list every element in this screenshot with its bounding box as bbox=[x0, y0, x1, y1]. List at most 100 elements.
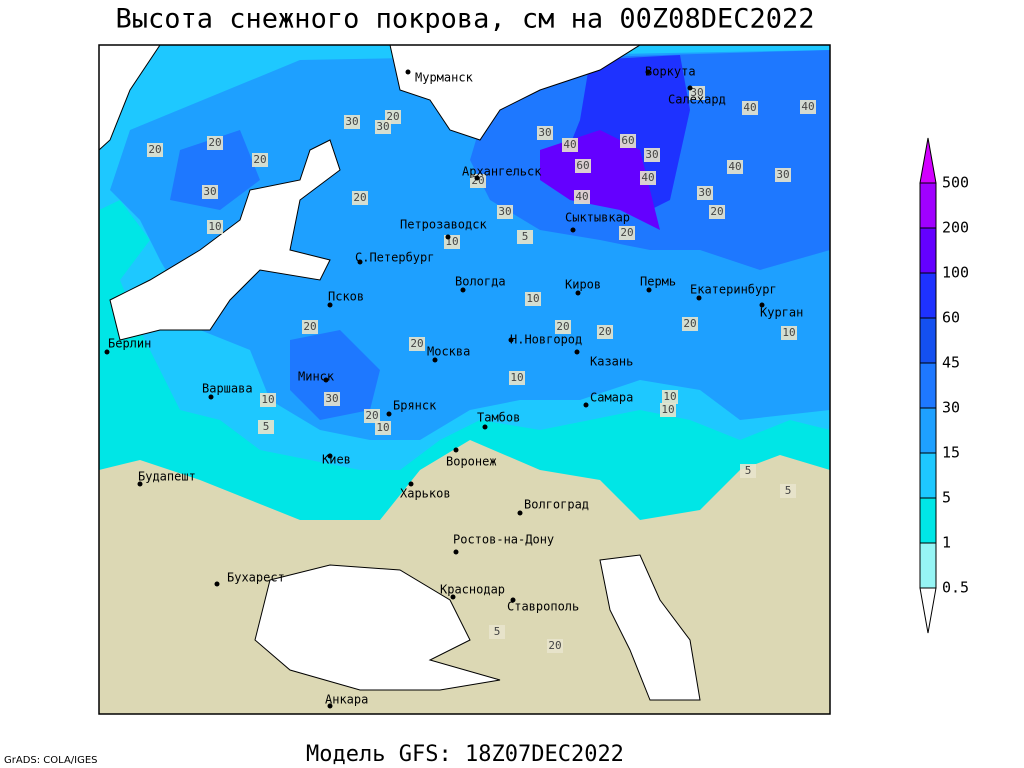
contour-label: 60 bbox=[621, 134, 634, 147]
contour-label-box bbox=[555, 320, 571, 334]
city-dot bbox=[759, 302, 765, 308]
contour-label: 10 bbox=[510, 371, 523, 384]
contour-label-box bbox=[682, 317, 698, 331]
city-dot bbox=[453, 447, 459, 453]
contour-label-box bbox=[780, 484, 796, 498]
city-label: Мурманск bbox=[415, 71, 474, 85]
contour-label-box bbox=[517, 230, 533, 244]
city-dot bbox=[408, 481, 414, 487]
city-label: Анкара bbox=[325, 693, 368, 707]
contour-label: 5 bbox=[494, 625, 501, 638]
contour-label-box bbox=[509, 371, 525, 385]
colorbar-label: 30 bbox=[942, 399, 960, 417]
city-label: Воронеж bbox=[446, 455, 497, 469]
contour-label: 20 bbox=[556, 320, 569, 333]
contour-label: 40 bbox=[641, 171, 654, 184]
contour-label-box bbox=[409, 337, 425, 351]
contour-label-box bbox=[574, 190, 590, 204]
city-dot bbox=[214, 581, 220, 587]
city-label: Ставрополь bbox=[507, 600, 579, 614]
contour-label: 20 bbox=[683, 317, 696, 330]
contour-label-box bbox=[640, 171, 656, 185]
contour-label: 10 bbox=[782, 326, 795, 339]
contour-label: 10 bbox=[526, 292, 539, 305]
contour-label-box bbox=[207, 220, 223, 234]
city-label: С.Петербург bbox=[355, 251, 434, 265]
contour-label: 40 bbox=[743, 101, 756, 114]
contour-label: 20 bbox=[410, 337, 423, 350]
colorbar-segment bbox=[919, 227, 937, 274]
city-label: Берлин bbox=[108, 337, 151, 351]
title: Высота снежного покрова, см на 00Z08DEC2… bbox=[116, 4, 815, 35]
city-label: Самара bbox=[590, 391, 633, 405]
snow-100 bbox=[540, 130, 660, 230]
city-dot bbox=[445, 234, 451, 240]
city-dot bbox=[327, 703, 333, 709]
contour-label-box bbox=[597, 325, 613, 339]
contour-label: 40 bbox=[801, 100, 814, 113]
contour-label: 20 bbox=[353, 191, 366, 204]
city-label: Харьков bbox=[400, 487, 451, 501]
map-frame bbox=[98, 44, 831, 715]
city-label: Сыктывкар bbox=[565, 211, 630, 225]
contour-label: 20 bbox=[710, 205, 723, 218]
colorbar-segment bbox=[919, 452, 937, 499]
city-label: Варшава bbox=[202, 382, 253, 396]
contour-label-box bbox=[620, 134, 636, 148]
colorbar-top bbox=[919, 137, 937, 184]
contour-label: 20 bbox=[548, 639, 561, 652]
contour-label-box bbox=[689, 86, 705, 100]
contour-label: 20 bbox=[365, 409, 378, 422]
contour-label-box bbox=[697, 186, 713, 200]
city-dot bbox=[323, 377, 329, 383]
contour-label: 40 bbox=[728, 160, 741, 173]
city-dot bbox=[583, 402, 589, 408]
city-label: Пермь bbox=[640, 275, 676, 289]
contour-label: 30 bbox=[698, 186, 711, 199]
contour-label: 30 bbox=[645, 148, 658, 161]
city-dot bbox=[696, 295, 702, 301]
colorbar-segment bbox=[919, 317, 937, 364]
colorbar-label: 200 bbox=[942, 219, 969, 237]
city-dot bbox=[208, 394, 214, 400]
city-label: Салехард bbox=[668, 93, 726, 107]
contour-label: 20 bbox=[620, 226, 633, 239]
city-dot bbox=[517, 510, 523, 516]
city-dot bbox=[570, 227, 576, 233]
colorbar-label: 0.5 bbox=[942, 579, 969, 597]
contour-label-box bbox=[660, 403, 676, 417]
contour-label-box bbox=[727, 160, 743, 174]
city-dot bbox=[474, 175, 480, 181]
city-label: Волгоград bbox=[524, 498, 589, 512]
contour-label: 40 bbox=[575, 190, 588, 203]
city-label: Архангельск bbox=[462, 165, 542, 179]
contour-label-box bbox=[489, 625, 505, 639]
contour-label: 10 bbox=[261, 393, 274, 406]
contour-label-box bbox=[775, 168, 791, 182]
city-label: Краснодар bbox=[440, 583, 505, 597]
city-dot bbox=[453, 549, 459, 555]
colorbar-label: 45 bbox=[942, 354, 960, 372]
contour-label-box bbox=[302, 320, 318, 334]
city-label: Казань bbox=[590, 355, 633, 369]
contour-label: 30 bbox=[325, 392, 338, 405]
contour-label: 30 bbox=[376, 120, 389, 133]
contour-label: 30 bbox=[345, 115, 358, 128]
contour-label: 5 bbox=[263, 420, 270, 433]
contour-label: 5 bbox=[785, 484, 792, 497]
contour-label-box bbox=[375, 120, 391, 134]
sea bbox=[98, 44, 701, 701]
city-label: Петрозаводск bbox=[400, 218, 487, 232]
colorbar-bottom bbox=[919, 587, 937, 634]
contour-label-box bbox=[547, 639, 563, 653]
colorbar-label: 15 bbox=[942, 444, 960, 462]
colorbar-label: 60 bbox=[942, 309, 960, 327]
city-dot bbox=[327, 453, 333, 459]
city-label: Тамбов bbox=[477, 411, 520, 425]
contour-label: 20 bbox=[386, 110, 399, 123]
city-label: Будапешт bbox=[138, 470, 196, 484]
contour-label: 30 bbox=[538, 126, 551, 139]
contour-label-box bbox=[562, 138, 578, 152]
city-dot bbox=[482, 424, 488, 430]
